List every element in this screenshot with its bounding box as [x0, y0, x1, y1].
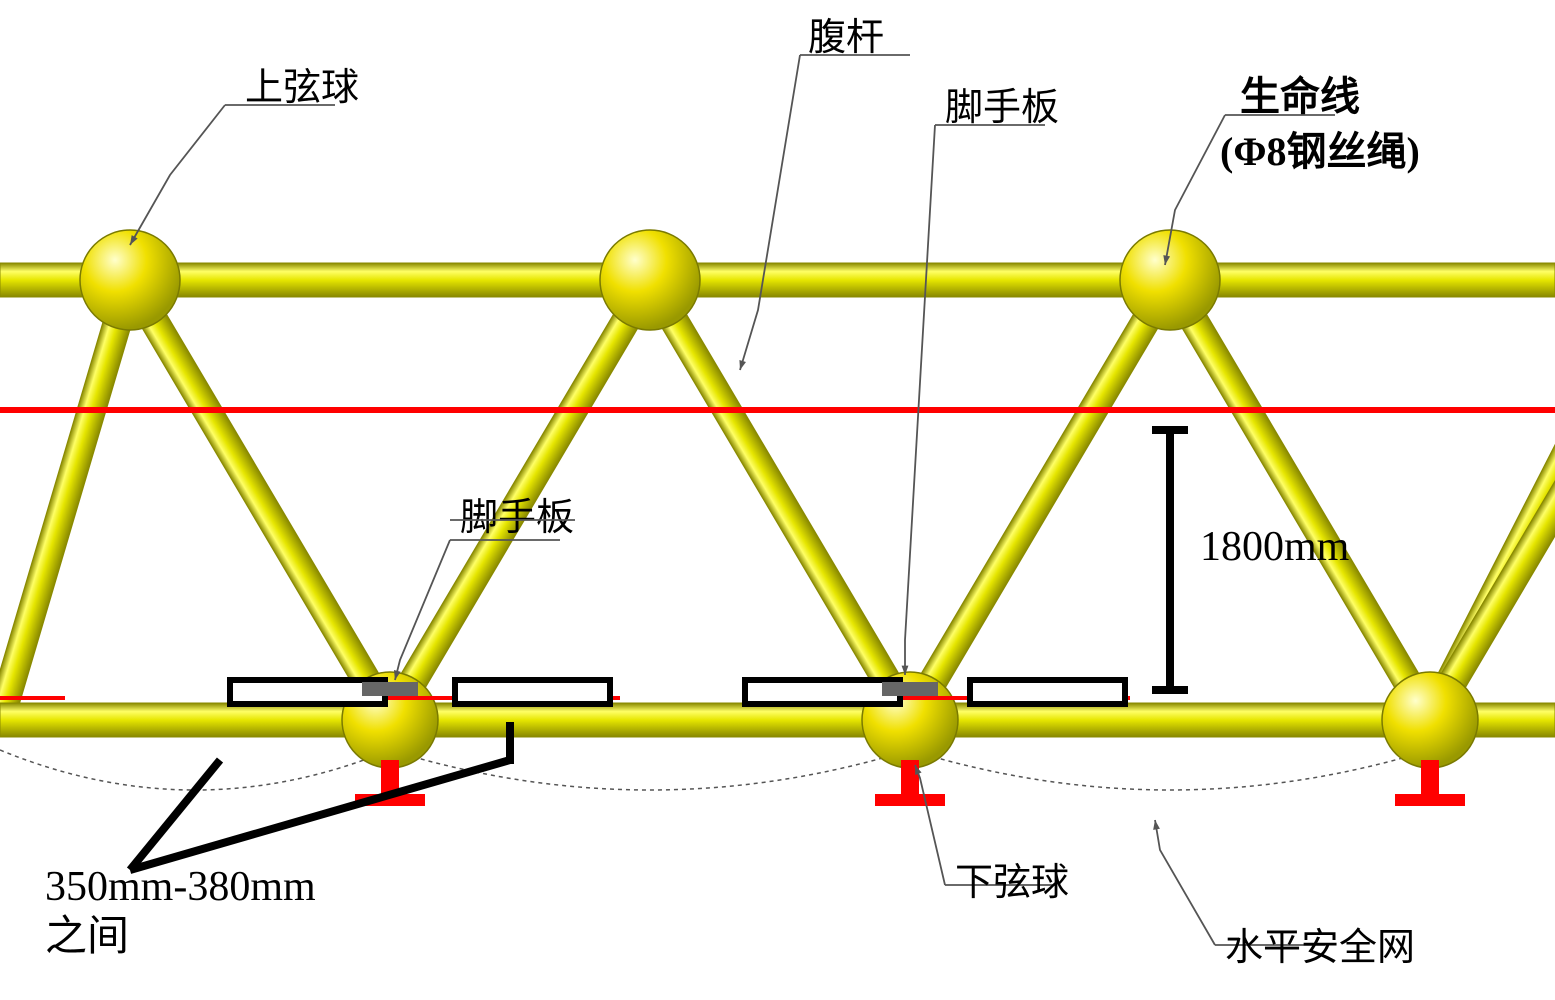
web-member — [118, 273, 402, 727]
web-member — [1158, 273, 1442, 727]
callout-lifeline-label-2: (Φ8钢丝绳) — [1220, 129, 1420, 174]
scaffold-boards — [0, 680, 1130, 704]
safety-net-arc — [0, 750, 390, 790]
callout-web-label: 腹杆 — [808, 17, 884, 59]
callout-leader — [905, 125, 935, 675]
scaffold-board — [455, 680, 610, 704]
safety-net-arc — [910, 750, 1430, 790]
callout-leader — [740, 55, 800, 370]
callout-scaffold_mid-label: 脚手板 — [460, 497, 574, 539]
callout-bottom_node-label: 下弦球 — [955, 862, 1069, 904]
dim-gap-label-2: 之间 — [45, 914, 129, 960]
top-chord-node — [600, 230, 700, 330]
web-member — [1418, 274, 1555, 727]
callout-leader — [1155, 820, 1215, 945]
scaffold-board — [745, 680, 900, 704]
callout-leader — [130, 105, 225, 245]
support-bracket — [875, 760, 945, 806]
top-chord — [0, 263, 1555, 297]
web-member — [638, 273, 922, 727]
truss-diagram: 1800mm 350mm-380mm之间 上弦球 腹杆脚手板 生命线 (Φ8钢丝绳) 脚手… — [0, 0, 1555, 1000]
dim-1800-label: 1800mm — [1200, 524, 1350, 570]
bottom-chord-node — [1382, 672, 1478, 768]
scaffold-board — [230, 680, 385, 704]
bottom-chord — [0, 703, 1555, 737]
web-member — [898, 273, 1182, 727]
callout-safety_net-label: 水平安全网 — [1225, 927, 1415, 969]
supports — [355, 760, 1465, 806]
top-chord-node — [1120, 230, 1220, 330]
scaffold-board — [970, 680, 1125, 704]
support-bracket — [1395, 760, 1465, 806]
board-joint-plate — [882, 682, 938, 696]
board-joint-plate — [362, 682, 418, 696]
dim-gap-label-1: 350mm-380mm — [45, 864, 316, 910]
callout-leader — [915, 765, 945, 885]
callout-top_node-label: 上弦球 — [245, 67, 359, 109]
callout-lifeline-label: 生命线 — [1240, 74, 1360, 119]
web-member — [0, 276, 143, 724]
callout-scaffold_top-label: 脚手板 — [945, 87, 1059, 129]
